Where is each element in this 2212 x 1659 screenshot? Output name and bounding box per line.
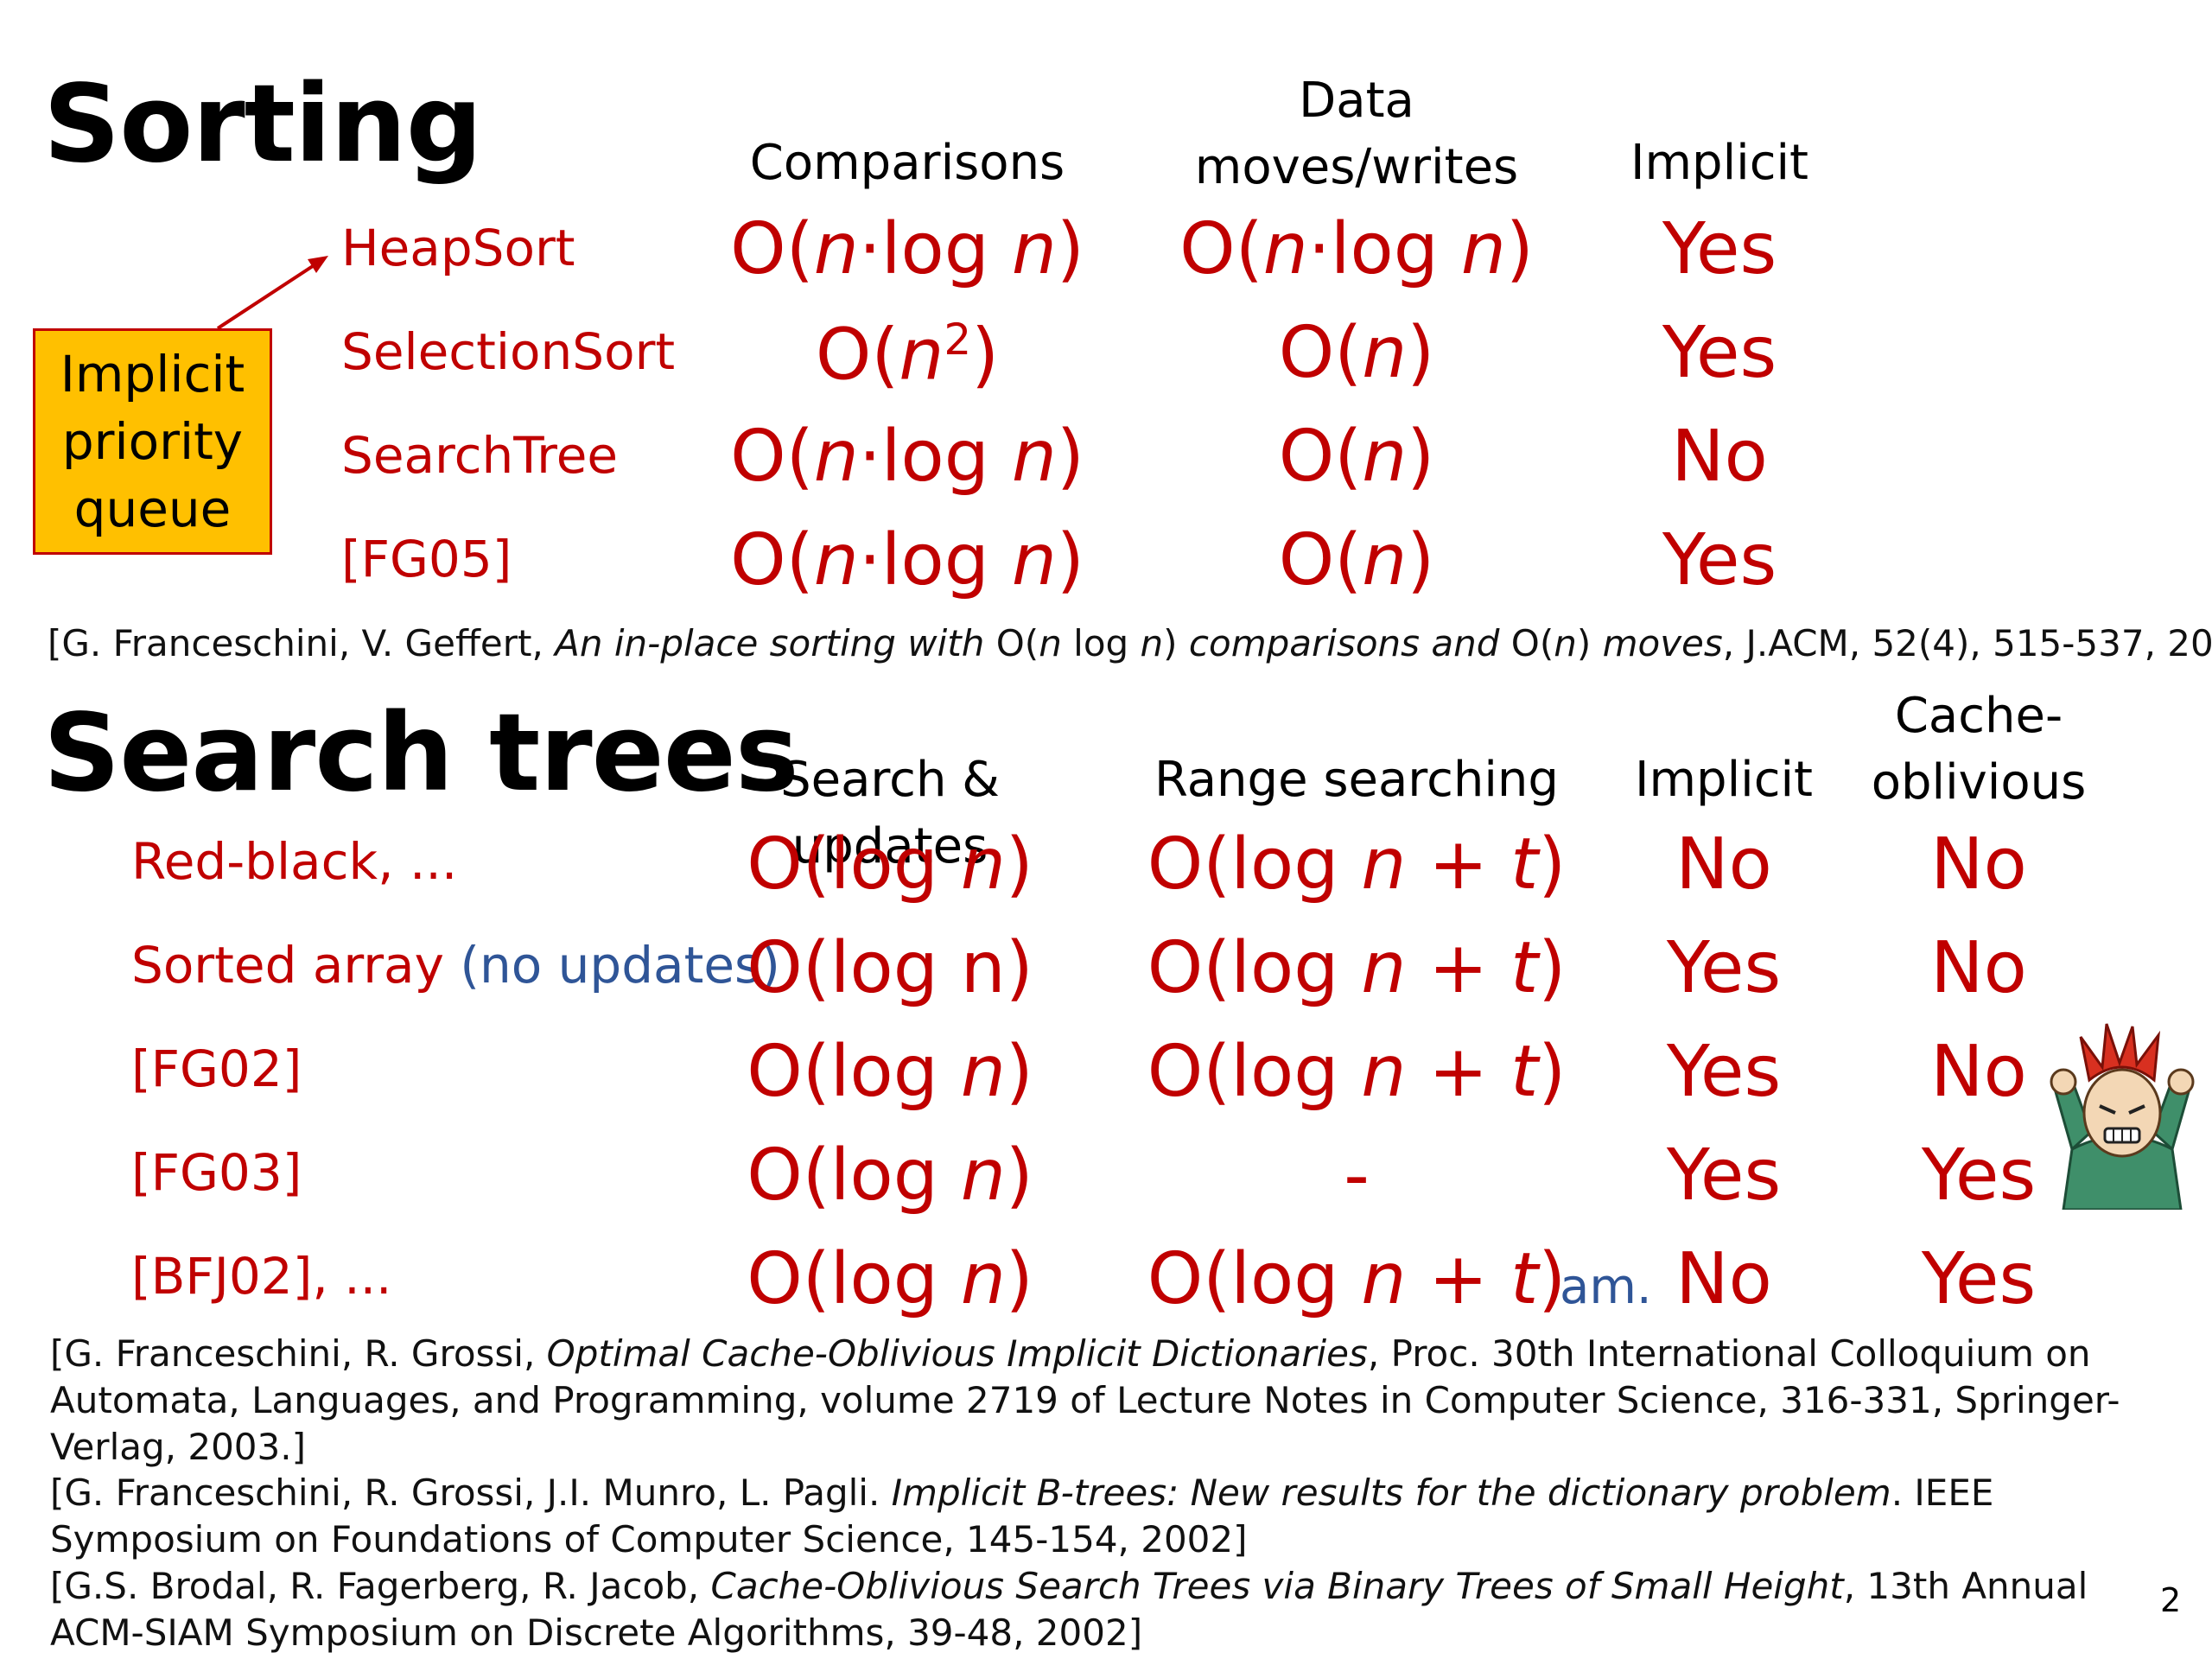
header-data-moves-line1: Data <box>1299 73 1414 129</box>
sorting-moves-cell: O(n) <box>1278 519 1435 601</box>
header-implicit-st: Implicit <box>1634 752 1814 808</box>
sorting-row-label: HeapSort <box>341 219 575 277</box>
header-search-updates: Search & updates <box>780 752 1000 875</box>
st-implicit-cell: Yes <box>1666 1135 1782 1217</box>
sorting-comparisons-cell: O(n2) <box>815 314 1000 397</box>
page-number: 2 <box>2160 1581 2182 1619</box>
callout-line: Implicit <box>60 344 245 404</box>
sorting-implicit-cell: No <box>1671 416 1768 498</box>
sorting-implicit-cell: Yes <box>1662 208 1777 290</box>
row-label-note: (no updates) <box>460 936 780 995</box>
range-searching-cell: O(log n + t) <box>1147 927 1567 1009</box>
reference-item: [G.S. Brodal, R. Fagerberg, R. Jacob, Ca… <box>50 1564 2088 1654</box>
st-cache-cell: No <box>1930 823 2027 906</box>
header-implicit: Implicit <box>1630 135 1809 191</box>
search-tree-row-label: Red-black, ... <box>131 832 458 891</box>
callout-line: queue <box>73 480 232 539</box>
implicit-priority-queue-callout: Implicit priority queue <box>33 328 272 555</box>
st-implicit-cell: Yes <box>1666 1031 1782 1113</box>
search-updates-cell: O(log n) <box>747 927 1033 1009</box>
sorting-row-label: [FG05] <box>341 530 512 588</box>
range-searching-cell: O(log n + t) <box>1147 1031 1567 1113</box>
header-cache-line1: Cache- <box>1894 688 2063 744</box>
reference-item: [G. Franceschini, R. Grossi, Optimal Cac… <box>50 1332 2120 1468</box>
header-range-searching: Range searching <box>1154 752 1559 808</box>
sorting-comparisons-cell: O(n·log n) <box>730 416 1084 498</box>
search-updates-cell: O(log n) <box>747 1031 1033 1113</box>
st-implicit-cell: Yes <box>1666 927 1782 1009</box>
search-updates-cell: O(log n) <box>747 1135 1033 1217</box>
sorting-implicit-cell: Yes <box>1662 519 1777 601</box>
header-data-moves: Data moves/writes <box>1149 67 1564 201</box>
st-cache-cell: Yes <box>1921 1135 2037 1217</box>
st-cache-cell: No <box>1930 927 2027 1009</box>
sorting-moves-cell: O(n) <box>1278 312 1435 394</box>
amortized-note: am. <box>1560 1259 1652 1315</box>
reference-item: [G. Franceschini, R. Grossi, J.I. Munro,… <box>50 1471 1994 1560</box>
sorting-row-label: SelectionSort <box>341 322 676 381</box>
range-searching-cell: O(log n + t) <box>1147 823 1567 906</box>
sorting-moves-cell: O(n) <box>1278 416 1435 498</box>
st-implicit-cell: No <box>1675 823 1772 906</box>
search-updates-cell: O(log n) <box>747 823 1033 906</box>
frustrated-person-icon <box>2050 1023 2195 1210</box>
st-cache-cell: Yes <box>1921 1238 2037 1320</box>
sorting-comparisons-cell: O(n·log n) <box>730 519 1084 601</box>
search-tree-row-label: [BFJ02], ... <box>131 1247 392 1306</box>
sorting-row-label: SearchTree <box>341 426 619 485</box>
sorting-moves-cell: O(n·log n) <box>1179 208 1534 290</box>
sorting-reference: [G. Franceschini, V. Geffert, An in-plac… <box>48 622 2212 664</box>
header-comparisons: Comparisons <box>749 135 1065 191</box>
range-searching-cell: - <box>1344 1135 1370 1217</box>
callout-arrow-icon <box>216 256 328 330</box>
sorting-title: Sorting <box>43 62 482 187</box>
search-updates-cell: O(log n) <box>747 1238 1033 1320</box>
search-tree-row-label: [FG03] <box>131 1143 302 1202</box>
callout-line: priority <box>61 411 244 471</box>
header-cache-line2: oblivious <box>1871 754 2087 811</box>
sorting-comparisons-cell: O(n·log n) <box>730 208 1084 290</box>
sorting-implicit-cell: Yes <box>1662 312 1777 394</box>
range-searching-cell: O(log n + t) <box>1147 1238 1567 1320</box>
search-tree-row-label: [FG02] <box>131 1039 302 1098</box>
search-trees-references: [G. Franceschini, R. Grossi, Optimal Cac… <box>50 1331 2184 1656</box>
header-data-moves-line2: moves/writes <box>1194 139 1519 196</box>
search-tree-row-label: Sorted array (no updates) <box>131 940 780 990</box>
st-implicit-cell: No <box>1675 1238 1772 1320</box>
header-cache-oblivious: Cache- oblivious <box>1849 683 2108 817</box>
search-trees-title: Search trees <box>43 691 799 816</box>
st-cache-cell: No <box>1930 1031 2027 1113</box>
row-label-main: Sorted array <box>131 936 444 995</box>
